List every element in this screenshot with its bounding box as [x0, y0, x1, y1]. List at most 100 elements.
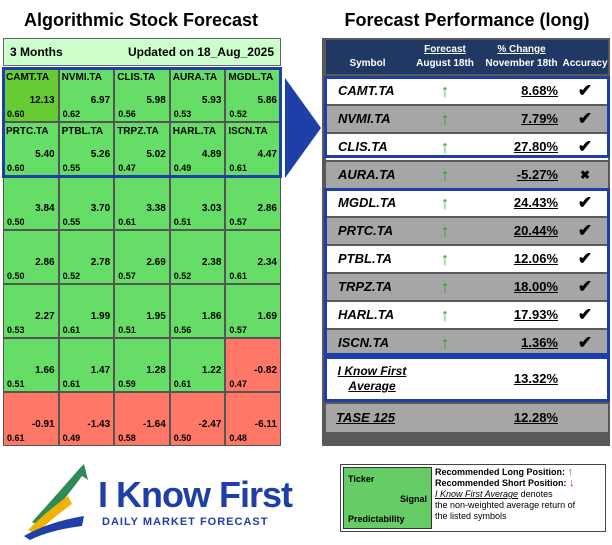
heatmap-cell: 3.84 0.50 [3, 176, 59, 230]
cell-predictability: 0.50 [7, 217, 25, 227]
cell-predictability: 0.49 [62, 433, 81, 443]
cell-predictability: 0.57 [118, 271, 136, 281]
table-row: MGDL.TA ↑ 24.43% ✔ [326, 190, 608, 216]
cell-symbol: CAMT.TA [6, 72, 50, 83]
cell-predictability: 0.50 [173, 433, 192, 443]
heatmap-cell: 2.78 0.52 [58, 230, 115, 284]
cell-signal: 5.93 [201, 95, 222, 106]
average-label-1: I Know First [337, 364, 407, 378]
cell-signal: 12.13 [29, 95, 55, 106]
cell-signal: 2.86 [257, 203, 277, 214]
cell-signal: 5.98 [146, 95, 166, 106]
legend-avg-text: denotes [520, 489, 553, 499]
cell-signal: -1.43 [87, 419, 111, 430]
cell-signal: 5.40 [35, 149, 55, 160]
header-forecast-date: August 18th [416, 58, 474, 69]
row-change: 12.06% [513, 251, 558, 266]
row-symbol: NVMI.TA [338, 111, 391, 126]
benchmark-label: TASE 125 [336, 410, 396, 425]
cell-predictability: 0.57 [229, 217, 247, 227]
heatmap-cell: PTBL.TA 5.26 0.55 [58, 122, 115, 176]
cell-signal: 2.38 [201, 257, 222, 268]
cell-predictability: 0.56 [118, 109, 136, 119]
cell-predictability: 0.61 [229, 271, 247, 281]
row-accuracy-icon: ✔ [577, 249, 593, 268]
cell-predictability: 0.62 [62, 109, 81, 119]
cell-symbol: NVMI.TA [61, 72, 102, 83]
cell-predictability: 0.53 [7, 325, 25, 335]
cell-signal: -1.64 [142, 419, 166, 430]
cell-symbol: HARL.TA [172, 126, 216, 137]
cell-predictability: 0.61 [118, 217, 136, 227]
cell-signal: 1.22 [201, 365, 222, 376]
heatmap-cell: 2.86 0.50 [3, 230, 59, 284]
heatmap-cell: -2.47 0.50 [169, 392, 226, 446]
table-row: TRPZ.TA ↑ 18.00% ✔ [326, 274, 608, 300]
cell-signal: -0.82 [254, 365, 277, 376]
legend-avg-text-2: the non-weighted average return of [435, 500, 576, 510]
heatmap-cell: -0.91 0.61 [3, 392, 59, 446]
cell-signal: -0.91 [31, 419, 55, 430]
row-symbol: TRPZ.TA [338, 279, 392, 294]
heatmap-cell: CAMT.TA 12.13 0.60 [3, 68, 59, 122]
legend-long: Recommended Long Position: [435, 467, 566, 477]
cell-symbol: ISCN.TA [228, 126, 268, 137]
cell-predictability: 0.51 [173, 217, 192, 227]
average-value: 13.32% [513, 371, 558, 386]
row-forecast-arrow-icon: ↑ [440, 277, 450, 297]
cell-predictability: 0.60 [7, 163, 25, 173]
cell-predictability: 0.52 [62, 271, 81, 281]
row-accuracy-icon: ✔ [577, 305, 593, 324]
row-change: 27.80% [513, 139, 558, 154]
heatmap-cell: 3.70 0.55 [58, 176, 115, 230]
table-row: AURA.TA ↑ -5.27% ✖ [326, 162, 608, 188]
cell-predictability: 0.60 [7, 109, 25, 119]
cell-predictability: 0.50 [7, 271, 25, 281]
header-accuracy: Accuracy [562, 58, 608, 69]
heatmap-cell: 2.69 0.57 [114, 230, 170, 284]
row-symbol: MGDL.TA [338, 195, 397, 210]
heatmap-cell: 2.86 0.57 [225, 176, 281, 230]
heatmap-cell: 2.27 0.53 [3, 284, 59, 338]
row-forecast-arrow-icon: ↑ [440, 333, 450, 353]
average-label-2: Average [348, 379, 396, 393]
heatmap-cell: -0.82 0.47 [225, 338, 281, 392]
heatmap-cell: 1.86 0.56 [169, 284, 226, 338]
performance-table-header: Symbol Forecast August 18th % Change Nov… [326, 40, 608, 74]
table-row: CAMT.TA ↑ 8.68% ✔ [326, 78, 608, 104]
cell-predictability: 0.51 [118, 325, 136, 335]
legend-ticker: Ticker [348, 474, 375, 484]
cell-predictability: 0.49 [173, 163, 192, 173]
left-title: Algorithmic Stock Forecast [23, 10, 259, 30]
cell-signal: -6.11 [254, 419, 277, 430]
row-forecast-arrow-icon: ↑ [440, 249, 450, 269]
cell-signal: 5.26 [90, 149, 111, 160]
cell-predictability: 0.55 [62, 163, 81, 173]
row-symbol: ISCN.TA [338, 335, 390, 350]
row-change: 24.43% [513, 195, 558, 210]
cell-signal: 4.47 [257, 149, 277, 160]
header-change: % Change [497, 44, 546, 55]
cell-signal: 5.02 [146, 149, 166, 160]
cell-signal: 1.28 [146, 365, 166, 376]
table-row: ISCN.TA ↑ 1.36% ✔ [326, 330, 608, 356]
legend-signal: Signal [399, 494, 427, 504]
row-change: 1.36% [521, 335, 558, 350]
heatmap-cell: 1.69 0.57 [225, 284, 281, 338]
heatmap-cell: ISCN.TA 4.47 0.61 [225, 122, 281, 176]
heatmap-cell: 1.22 0.61 [169, 338, 226, 392]
heatmap-cell: -1.64 0.58 [114, 392, 170, 446]
cell-signal: 6.97 [90, 95, 111, 106]
cell-signal: 1.86 [201, 311, 222, 322]
benchmark-row: TASE 125 12.28% [326, 404, 608, 432]
row-change: -5.27% [516, 167, 558, 182]
cell-predictability: 0.61 [62, 325, 81, 335]
updated-label: Updated on 18_Aug_2025 [127, 45, 274, 59]
header-symbol: Symbol [349, 58, 386, 69]
cell-signal: 2.78 [90, 257, 111, 268]
row-change: 7.79% [521, 111, 558, 126]
cell-signal: 3.70 [90, 203, 111, 214]
right-title: Forecast Performance (long) [344, 10, 590, 30]
cell-predictability: 0.48 [229, 433, 247, 443]
row-change: 8.68% [521, 83, 558, 98]
